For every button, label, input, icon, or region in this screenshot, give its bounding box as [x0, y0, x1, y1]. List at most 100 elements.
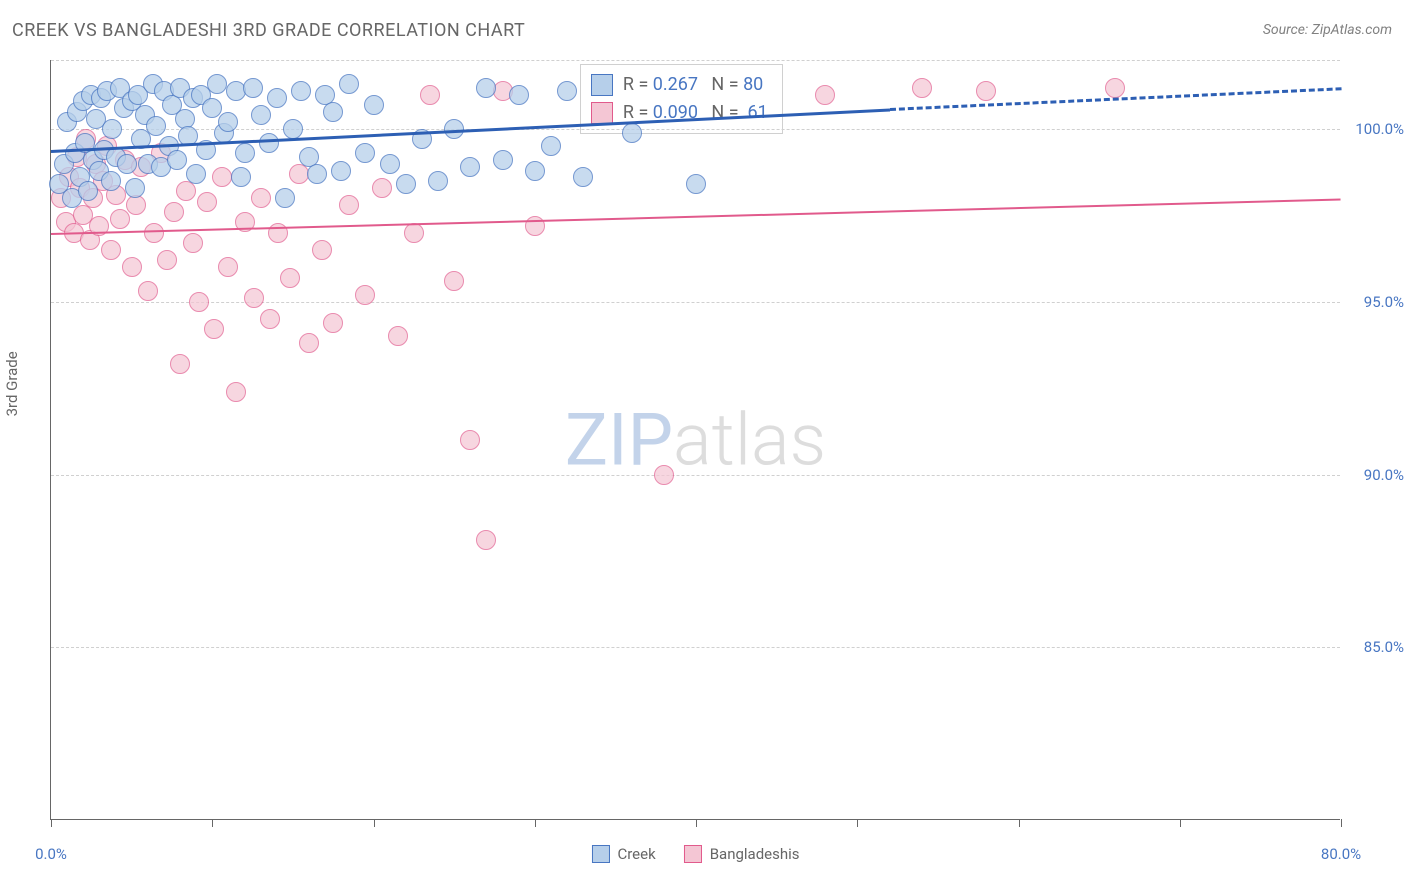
xtick	[1180, 819, 1181, 827]
bangladeshis-point	[144, 223, 164, 243]
bangladeshis-point	[372, 178, 392, 198]
bangladeshis-point	[204, 319, 224, 339]
bangladeshis-point	[299, 333, 319, 353]
ytick-label: 90.0%	[1348, 466, 1404, 484]
creek-point	[146, 116, 166, 136]
chart-title: CREEK VS BANGLADESHI 3RD GRADE CORRELATI…	[12, 20, 525, 41]
bangladeshis-point	[976, 81, 996, 101]
creek-point	[380, 154, 400, 174]
creek-point	[476, 78, 496, 98]
creek-point	[622, 123, 642, 143]
legend-swatch	[684, 845, 702, 863]
bangladeshis-point	[260, 309, 280, 329]
creek-point	[323, 102, 343, 122]
creek-point	[339, 74, 359, 94]
creek-point	[259, 133, 279, 153]
gridline	[51, 129, 1340, 130]
y-axis-label: 3rd Grade	[3, 351, 21, 416]
bangladeshis-point	[460, 430, 480, 450]
bangladeshis-point	[420, 85, 440, 105]
creek-point	[307, 164, 327, 184]
gridline	[51, 60, 1340, 61]
bangladeshis-point	[444, 271, 464, 291]
legend-swatch	[591, 102, 613, 124]
series-legend: CreekBangladeshis	[591, 845, 799, 863]
creek-point	[541, 136, 561, 156]
watermark: ZIPatlas	[565, 397, 826, 482]
bottom-legend-item: Creek	[591, 845, 655, 863]
bangladeshis-point	[122, 257, 142, 277]
creek-point	[396, 174, 416, 194]
bangladeshis-point	[251, 188, 271, 208]
legend-row: R = 0.267 N = 80	[591, 71, 768, 99]
bangladeshis-point	[312, 240, 332, 260]
bangladeshis-point	[404, 223, 424, 243]
creek-point	[207, 74, 227, 94]
xtick	[374, 819, 375, 827]
bangladeshis-point	[157, 250, 177, 270]
bangladeshis-point	[815, 85, 835, 105]
legend-label: Creek	[617, 845, 655, 863]
creek-point	[231, 167, 251, 187]
xtick-label: 0.0%	[35, 845, 67, 863]
legend-swatch	[591, 74, 613, 96]
source-label: Source: ZipAtlas.com	[1263, 22, 1392, 38]
creek-point	[509, 85, 529, 105]
creek-point	[573, 167, 593, 187]
legend-swatch	[591, 845, 609, 863]
creek-point	[167, 150, 187, 170]
bangladeshis-point	[355, 285, 375, 305]
creek-point	[186, 164, 206, 184]
bangladeshis-point	[197, 192, 217, 212]
bangladeshis-point	[101, 240, 121, 260]
creek-point	[686, 174, 706, 194]
legend-text: R = 0.267 N = 80	[623, 71, 763, 99]
creek-point	[275, 188, 295, 208]
creek-point	[557, 81, 577, 101]
bangladeshis-point	[183, 233, 203, 253]
creek-point	[460, 157, 480, 177]
bangladeshis-point	[212, 167, 232, 187]
xtick	[51, 819, 52, 827]
creek-point	[101, 171, 121, 191]
creek-point	[251, 105, 271, 125]
bangladeshis-point	[189, 292, 209, 312]
bangladeshis-point	[323, 313, 343, 333]
creek-point	[428, 171, 448, 191]
creek-point	[355, 143, 375, 163]
bangladeshis-point	[176, 181, 196, 201]
bangladeshis-point	[218, 257, 238, 277]
xtick	[535, 819, 536, 827]
ytick-label: 85.0%	[1348, 638, 1404, 656]
bangladeshis-point	[476, 530, 496, 550]
xtick	[857, 819, 858, 827]
xtick	[212, 819, 213, 827]
gridline	[51, 475, 1340, 476]
creek-point	[125, 178, 145, 198]
creek-point	[493, 150, 513, 170]
creek-point	[117, 154, 137, 174]
bangladeshis-point	[244, 288, 264, 308]
bangladeshis-point	[1105, 78, 1125, 98]
creek-point	[78, 181, 98, 201]
xtick	[1341, 819, 1342, 827]
xtick-label: 80.0%	[1321, 845, 1361, 863]
creek-point	[102, 119, 122, 139]
bangladeshis-point	[126, 195, 146, 215]
creek-point	[291, 81, 311, 101]
bangladeshis-point	[280, 268, 300, 288]
bangladeshis-point	[654, 465, 674, 485]
creek-point	[243, 78, 263, 98]
creek-point	[525, 161, 545, 181]
creek-point	[364, 95, 384, 115]
xtick	[1019, 819, 1020, 827]
bangladeshis-point	[388, 326, 408, 346]
creek-point	[267, 88, 287, 108]
creek-point	[218, 112, 238, 132]
bangladeshis-point	[164, 202, 184, 222]
creek-point	[235, 143, 255, 163]
creek-point	[283, 119, 303, 139]
bangladeshis-point	[912, 78, 932, 98]
gridline	[51, 647, 1340, 648]
creek-point	[331, 161, 351, 181]
